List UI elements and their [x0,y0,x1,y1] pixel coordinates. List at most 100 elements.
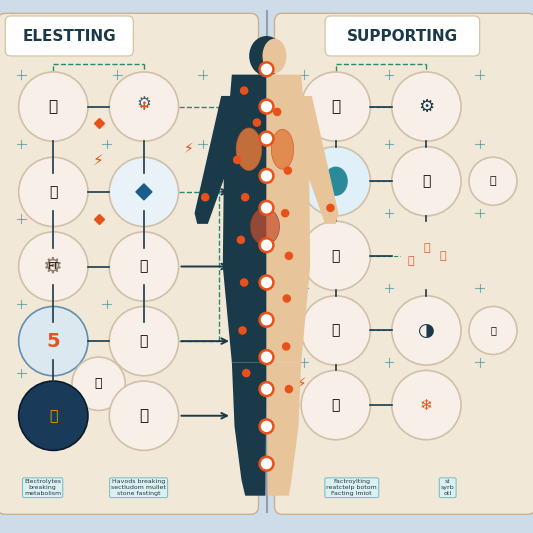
Circle shape [260,350,273,364]
Text: st
syrb
otl: st syrb otl [441,479,455,496]
Text: ⚙: ⚙ [136,95,151,113]
FancyBboxPatch shape [274,13,533,514]
Text: 🧪: 🧪 [332,324,340,337]
Ellipse shape [236,128,262,171]
Text: 🫘: 🫘 [331,99,341,114]
Circle shape [109,157,179,227]
Circle shape [237,236,245,244]
Text: 🍶: 🍶 [140,334,148,348]
Circle shape [260,169,273,183]
Circle shape [260,62,273,76]
Circle shape [282,342,290,351]
Text: ⚙: ⚙ [43,256,63,277]
Text: +: + [139,100,149,113]
Polygon shape [266,75,310,362]
Text: Havods breaking
sectludom mullet
stone fastingt: Havods breaking sectludom mullet stone f… [111,479,166,496]
Circle shape [260,276,273,289]
Circle shape [19,381,88,450]
Circle shape [260,132,273,146]
Text: ELESTTING: ELESTTING [22,29,116,44]
Circle shape [260,419,273,433]
Text: SUPPORTING: SUPPORTING [347,29,458,44]
Circle shape [301,296,370,365]
Circle shape [285,252,293,260]
Circle shape [282,294,291,303]
Text: ⚡: ⚡ [93,152,104,167]
Circle shape [241,193,249,201]
Ellipse shape [262,39,287,73]
Circle shape [19,157,88,227]
Circle shape [238,326,247,335]
Circle shape [285,385,293,393]
Text: 💧: 💧 [422,174,431,188]
Circle shape [19,306,88,376]
Circle shape [392,296,461,365]
Text: ⚙: ⚙ [418,98,434,116]
Circle shape [72,357,125,410]
Circle shape [109,232,179,301]
Circle shape [109,72,179,141]
Circle shape [301,370,370,440]
FancyBboxPatch shape [5,16,133,56]
Text: 🩺: 🩺 [490,176,496,186]
Text: ⏱: ⏱ [139,408,149,423]
Text: 🌡: 🌡 [439,251,446,261]
Circle shape [242,369,251,377]
Ellipse shape [324,166,348,196]
Circle shape [260,313,273,327]
Circle shape [240,278,248,287]
Circle shape [469,306,517,354]
Circle shape [260,457,273,471]
Polygon shape [195,96,235,224]
Circle shape [109,381,179,450]
Text: 🧂: 🧂 [332,249,340,263]
Text: 🌡: 🌡 [423,243,430,253]
Circle shape [253,118,261,127]
Text: ⚡: ⚡ [296,376,306,391]
Circle shape [260,100,273,114]
FancyBboxPatch shape [0,13,259,514]
Circle shape [469,157,517,205]
Polygon shape [232,362,266,496]
Circle shape [301,72,370,141]
Text: ⚡: ⚡ [184,142,194,156]
Polygon shape [298,96,338,224]
Text: ⌛: ⌛ [332,398,340,412]
Ellipse shape [249,36,284,76]
Text: 🧴: 🧴 [490,326,496,335]
Ellipse shape [271,130,294,169]
Circle shape [19,232,88,301]
Polygon shape [266,362,301,496]
Text: ❄: ❄ [420,398,433,413]
Circle shape [301,221,370,290]
Polygon shape [223,75,266,362]
Polygon shape [136,184,152,200]
Text: ◑: ◑ [418,321,435,340]
Circle shape [284,166,292,175]
Circle shape [109,306,179,376]
Text: FT: FT [47,262,59,271]
FancyBboxPatch shape [325,16,480,56]
Circle shape [392,147,461,216]
Circle shape [240,86,248,95]
Circle shape [19,72,88,141]
Text: 🧠: 🧠 [49,99,58,114]
Text: 💧: 💧 [49,409,58,423]
Ellipse shape [251,208,280,245]
Circle shape [392,72,461,141]
Text: Factroylting
reatctelp botom
Facting lmiot: Factroylting reatctelp botom Facting lmi… [326,479,377,496]
Circle shape [260,201,273,215]
Text: 🌡: 🌡 [407,256,414,266]
Circle shape [260,382,273,396]
Circle shape [281,209,289,217]
Circle shape [392,370,461,440]
Circle shape [260,238,273,252]
Circle shape [326,204,335,212]
Text: 5: 5 [46,332,60,351]
Text: 🧪: 🧪 [49,185,58,199]
Circle shape [273,108,281,116]
Circle shape [201,193,209,201]
Text: 🚫: 🚫 [95,377,102,390]
Circle shape [301,147,370,216]
Text: Electrolytes
breaking
metabolism: Electrolytes breaking metabolism [24,479,61,496]
